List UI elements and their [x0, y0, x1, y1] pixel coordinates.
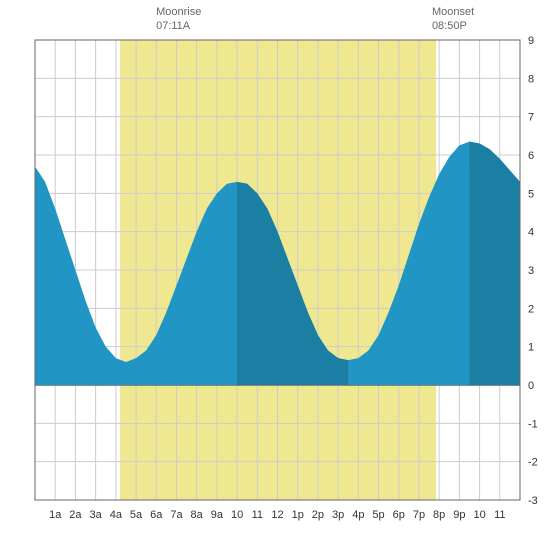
y-tick-label: 5 [528, 188, 534, 200]
x-tick-label: 3p [332, 509, 344, 521]
x-tick-label: 5p [372, 509, 384, 521]
x-tick-label: 10 [231, 509, 243, 521]
y-tick-label: 2 [528, 303, 534, 315]
y-tick-label: 8 [528, 73, 534, 85]
y-tick-label: 4 [528, 227, 534, 239]
x-tick-label: 6p [393, 509, 405, 521]
x-tick-label: 7a [170, 509, 183, 521]
y-tick-label: -1 [528, 418, 538, 430]
x-tick-label: 4a [110, 509, 123, 521]
x-tick-label: 10 [473, 509, 485, 521]
x-tick-label: 8p [433, 509, 445, 521]
moonrise-annotation: Moonrise07:11A [156, 5, 201, 34]
x-tick-label: 7p [413, 509, 425, 521]
y-tick-label: -2 [528, 457, 538, 469]
x-tick-label: 2p [312, 509, 324, 521]
x-tick-label: 6a [150, 509, 163, 521]
annotation-time: 07:11A [156, 19, 201, 33]
x-tick-label: 3a [90, 509, 103, 521]
x-tick-label: 11 [494, 509, 505, 521]
x-tick-label: 8a [191, 509, 204, 521]
y-tick-label: 9 [528, 35, 534, 47]
annotation-time: 08:50P [432, 19, 474, 33]
y-tick-label: 0 [528, 380, 534, 392]
annotation-title: Moonrise [156, 5, 201, 19]
x-tick-label: 5a [130, 509, 143, 521]
y-tick-label: 6 [528, 150, 534, 162]
tide-chart: -3-2-101234567891a2a3a4a5a6a7a8a9a101112… [0, 0, 550, 550]
x-tick-label: 1a [49, 509, 62, 521]
y-tick-label: -3 [528, 495, 538, 507]
x-tick-label: 2a [69, 509, 82, 521]
x-tick-label: 1p [292, 509, 304, 521]
chart-svg: -3-2-101234567891a2a3a4a5a6a7a8a9a101112… [0, 0, 550, 550]
annotation-title: Moonset [432, 5, 474, 19]
x-tick-label: 11 [252, 509, 263, 521]
y-tick-label: 1 [528, 342, 534, 354]
x-tick-label: 4p [352, 509, 364, 521]
moonset-annotation: Moonset08:50P [432, 5, 474, 34]
y-tick-label: 3 [528, 265, 534, 277]
x-tick-label: 9p [453, 509, 465, 521]
y-tick-label: 7 [528, 112, 534, 124]
x-tick-label: 12 [271, 509, 283, 521]
x-tick-label: 9a [211, 509, 224, 521]
